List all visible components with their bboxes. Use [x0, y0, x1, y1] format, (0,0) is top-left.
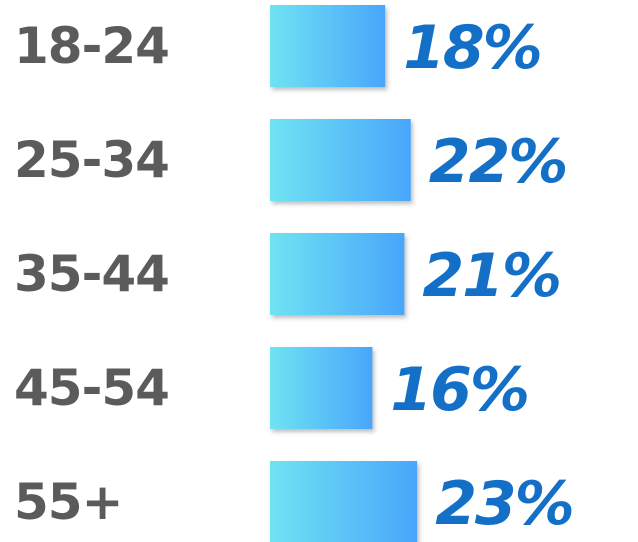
bar-row: 45-54 16%	[14, 347, 530, 429]
category-label: 55+	[14, 473, 122, 531]
value-label: 23%	[435, 469, 573, 539]
category-label: 18-24	[14, 17, 169, 75]
chart-rows: 18-24 18% 25-34 22% 35-44 21% 45-54 16% 55+ 23%	[14, 5, 575, 542]
value-label: 18%	[403, 13, 541, 83]
value-label: 22%	[429, 127, 567, 197]
bar-row: 25-34 22%	[14, 119, 568, 201]
value-label: 16%	[390, 355, 528, 425]
bar-row: 18-24 18%	[14, 5, 543, 87]
value-label: 21%	[422, 241, 560, 311]
bar	[270, 119, 411, 201]
category-label: 35-44	[14, 245, 169, 303]
bar	[270, 233, 405, 315]
bar-row: 35-44 21%	[14, 233, 562, 315]
bar	[270, 347, 373, 429]
bar	[270, 461, 418, 542]
category-label: 25-34	[14, 131, 169, 189]
category-label: 45-54	[14, 359, 169, 417]
bar-row: 55+ 23%	[14, 461, 575, 542]
bar	[270, 5, 386, 87]
